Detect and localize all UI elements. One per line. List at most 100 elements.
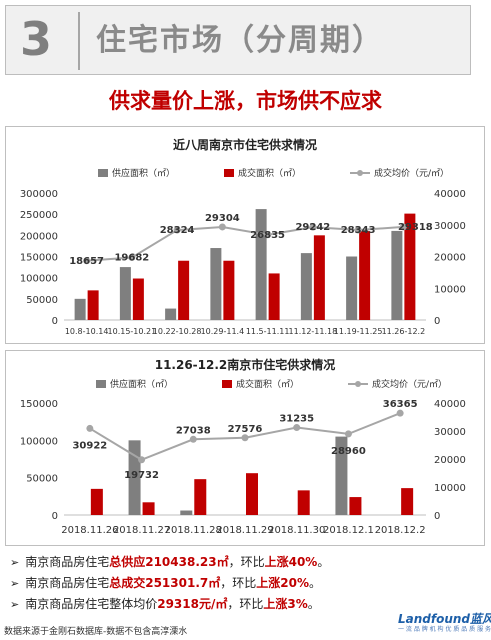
deal-bar-1 bbox=[142, 502, 155, 515]
deal-bar-0 bbox=[87, 290, 99, 320]
legend-swatch-0 bbox=[98, 169, 108, 177]
price-label-6: 28343 bbox=[341, 225, 376, 236]
legend-swatch-0 bbox=[96, 380, 106, 388]
arrow-icon: ➢ bbox=[10, 577, 20, 590]
chart-title: 近八周南京市住宅供求情况 bbox=[173, 137, 317, 152]
arrow-icon: ➢ bbox=[10, 598, 20, 611]
legend-label-1: 成交面积（㎡） bbox=[236, 378, 299, 390]
y-left-tick-label: 300000 bbox=[20, 189, 58, 200]
price-label-1: 19732 bbox=[124, 470, 159, 481]
y-right-tick-label: 40000 bbox=[434, 399, 466, 410]
price-label-6: 36365 bbox=[383, 399, 418, 410]
price-point-2 bbox=[189, 435, 197, 443]
x-tick-label-5: 2018.12.1 bbox=[323, 525, 374, 536]
y-right-tick-label: 10000 bbox=[434, 284, 466, 295]
price-point-4 bbox=[264, 231, 272, 239]
price-point-2 bbox=[173, 226, 181, 234]
deal-bar-1 bbox=[132, 278, 144, 320]
chart-title: 11.26-12.2南京市住宅供求情况 bbox=[155, 357, 336, 372]
x-tick-label-1: 2018.11.27 bbox=[113, 525, 170, 536]
y-left-tick-label: 50000 bbox=[26, 295, 58, 306]
supply-bar-7 bbox=[391, 230, 403, 320]
x-tick-label-7: 11.26-12.2 bbox=[382, 327, 426, 336]
y-right-tick-label: 30000 bbox=[434, 427, 466, 438]
logo-tagline: 一 流 品 牌 机 构 优 质 品 质 服 务 bbox=[398, 626, 491, 633]
weekly-chart: 近八周南京市住宅供求情况 供应面积（㎡） 成交面积（㎡） 成交均价（元/㎡） 0 5000… bbox=[5, 126, 485, 344]
price-label-2: 27038 bbox=[176, 425, 211, 436]
price-line bbox=[86, 225, 404, 262]
legend-label-2: 成交均价（元/㎡） bbox=[374, 167, 449, 179]
x-tick-label-0: 10.8-10.14 bbox=[65, 327, 109, 336]
legend-label-2: 成交均价（元/㎡） bbox=[372, 378, 447, 390]
headline: 供求量价上涨，市场供不应求 bbox=[109, 89, 382, 113]
supply-bar-2 bbox=[180, 510, 193, 515]
y-right-tick-label: 10000 bbox=[434, 483, 466, 494]
price-label-5: 28960 bbox=[331, 446, 366, 457]
price-point-7 bbox=[399, 223, 407, 231]
price-label-4: 31235 bbox=[279, 414, 314, 425]
supply-bar-2 bbox=[165, 308, 177, 320]
daily-chart: 11.26-12.2南京市住宅供求情况 供应面积（㎡） 成交面积（㎡） 成交均价（元/… bbox=[5, 350, 485, 546]
deal-bar-2 bbox=[194, 479, 207, 515]
y-left-tick-label: 50000 bbox=[26, 474, 58, 485]
y-left-tick-label: 100000 bbox=[20, 436, 58, 447]
price-label-2: 28324 bbox=[160, 225, 195, 236]
supply-bar-5 bbox=[300, 253, 312, 320]
legend-swatch-1 bbox=[222, 380, 232, 388]
y-left-tick-label: 150000 bbox=[20, 399, 58, 410]
x-tick-label-3: 10.29-11.4 bbox=[201, 327, 245, 336]
price-point-5 bbox=[344, 430, 352, 438]
deal-bar-2 bbox=[178, 260, 190, 320]
price-label-3: 27576 bbox=[228, 424, 263, 435]
price-point-3 bbox=[241, 434, 249, 442]
data-source-note: 数据来源于金刚石数据库-数据不包含高淳溧水 bbox=[4, 627, 188, 637]
y-left-tick-label: 0 bbox=[52, 316, 58, 327]
y-right-tick-label: 20000 bbox=[434, 455, 466, 466]
price-point-0 bbox=[83, 257, 91, 265]
price-label-3: 29304 bbox=[205, 213, 240, 224]
summary-item-deal: ➢ 南京商品房住宅总成交251301.7㎡，环比上涨20%。 bbox=[10, 576, 322, 590]
price-point-6 bbox=[354, 226, 362, 234]
legend-marker-2 bbox=[357, 170, 363, 176]
x-tick-label-6: 2018.12.2 bbox=[375, 525, 426, 536]
header-divider bbox=[78, 12, 80, 70]
y-left-tick-label: 150000 bbox=[20, 253, 58, 264]
x-tick-label-5: 11.12-11.18 bbox=[289, 327, 338, 336]
price-point-4 bbox=[293, 424, 301, 432]
y-right-tick-label: 0 bbox=[434, 511, 440, 522]
deal-bar-0 bbox=[90, 488, 103, 515]
x-tick-label-2: 10.22-10.28 bbox=[153, 327, 202, 336]
y-right-tick-label: 30000 bbox=[434, 221, 466, 232]
deal-bar-3 bbox=[223, 260, 235, 320]
supply-bar-3 bbox=[210, 248, 222, 320]
legend-marker-2 bbox=[355, 381, 361, 387]
supply-bar-5 bbox=[335, 436, 348, 515]
x-tick-label-2: 2018.11.28 bbox=[165, 525, 222, 536]
supply-bar-1 bbox=[128, 440, 141, 515]
summary-item-price: ➢ 南京商品房住宅整体均价29318元/㎡，环比上涨3%。 bbox=[10, 597, 320, 611]
x-tick-label-4: 2018.11.30 bbox=[268, 525, 325, 536]
x-tick-label-3: 2018.11.29 bbox=[216, 525, 273, 536]
logo-name: Landfound蓝风 bbox=[398, 612, 491, 626]
price-point-6 bbox=[396, 409, 404, 417]
deal-bar-3 bbox=[246, 473, 258, 515]
deal-bar-5 bbox=[349, 497, 362, 515]
price-label-0: 18657 bbox=[69, 256, 104, 267]
legend-label-0: 供应面积（㎡） bbox=[112, 167, 175, 179]
y-right-tick-label: 40000 bbox=[434, 189, 466, 200]
y-left-tick-label: 200000 bbox=[20, 231, 58, 242]
deal-bar-4 bbox=[268, 273, 280, 320]
price-label-4: 26835 bbox=[250, 230, 285, 241]
x-tick-label-1: 10.15-10.21 bbox=[108, 327, 157, 336]
price-point-0 bbox=[86, 424, 94, 432]
price-point-1 bbox=[138, 456, 146, 464]
price-label-1: 19682 bbox=[114, 253, 149, 264]
section-title: 住宅市场（分周期） bbox=[96, 23, 384, 58]
y-left-tick-label: 0 bbox=[52, 511, 58, 522]
deal-bar-5 bbox=[313, 235, 325, 320]
x-tick-label-0: 2018.11.26 bbox=[61, 525, 118, 536]
arrow-icon: ➢ bbox=[10, 556, 20, 569]
y-left-tick-label: 100000 bbox=[20, 274, 58, 285]
